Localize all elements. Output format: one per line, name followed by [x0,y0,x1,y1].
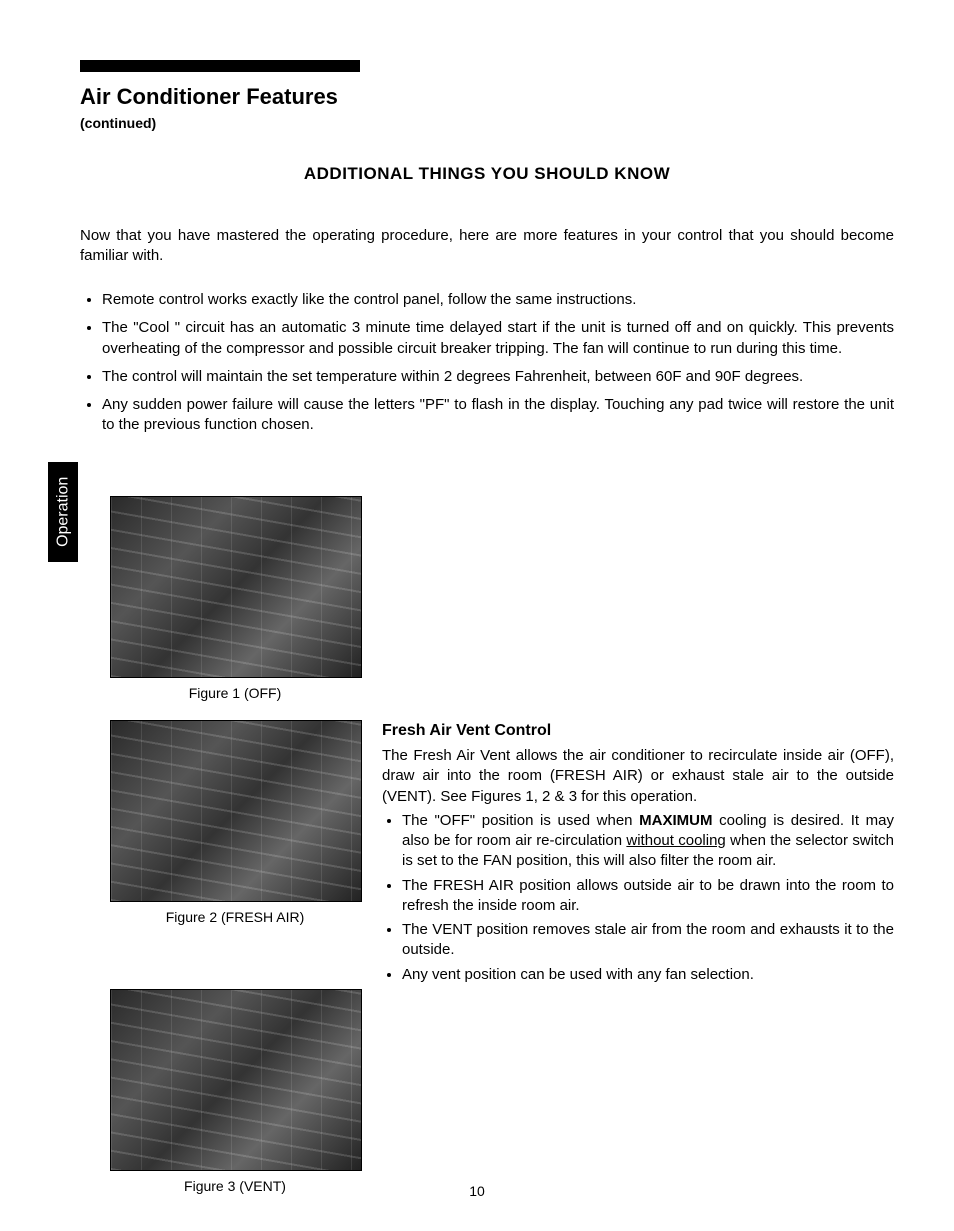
figure-1-block: Figure 1 (OFF) [110,496,894,721]
figure-2-image [110,720,362,902]
operation-tab: Operation [48,462,78,562]
list-item: The "Cool " circuit has an automatic 3 m… [102,318,894,359]
tab-label: Operation [52,477,74,547]
continued-label: (continued) [80,114,894,133]
header-bar [80,60,360,72]
list-item: Any sudden power failure will cause the … [102,395,894,436]
figure-1-image [110,496,362,678]
intro-paragraph: Now that you have mastered the operating… [80,226,894,267]
list-item: Any vent position can be used with any f… [402,965,894,985]
text-fragment: The "OFF" position is used when [402,812,639,829]
underlined-text: without cooling [626,832,725,849]
list-item: The control will maintain the set temper… [102,367,894,387]
fresh-air-bullets: The "OFF" position is used when MAXIMUM … [382,811,894,985]
figure-2-block: Figure 2 (FRESH AIR) [110,720,362,988]
top-bullet-list: Remote control works exactly like the co… [80,290,894,436]
figures-area: Figure 1 (OFF) Figure 2 (FRESH AIR) Fres… [80,496,894,1214]
maximum-strong: MAXIMUM [639,812,712,829]
figure-3-block: Figure 3 (VENT) [110,989,894,1214]
figure-1-caption: Figure 1 (OFF) [110,684,360,703]
figure-2-caption: Figure 2 (FRESH AIR) [110,908,360,927]
list-item: Remote control works exactly like the co… [102,290,894,310]
manual-page: Air Conditioner Features (continued) ADD… [0,0,954,1231]
fresh-air-section: Fresh Air Vent Control The Fresh Air Ven… [382,720,894,988]
fresh-air-heading: Fresh Air Vent Control [382,720,894,742]
figure-2-row: Figure 2 (FRESH AIR) Fresh Air Vent Cont… [80,720,894,988]
page-number: 10 [0,1182,954,1201]
list-item: The "OFF" position is used when MAXIMUM … [402,811,894,872]
list-item: The VENT position removes stale air from… [402,920,894,961]
fresh-air-paragraph: The Fresh Air Vent allows the air condit… [382,746,894,807]
section-heading: ADDITIONAL THINGS YOU SHOULD KNOW [80,163,894,186]
page-title: Air Conditioner Features [80,82,894,112]
list-item: The FRESH AIR position allows outside ai… [402,876,894,917]
figure-3-image [110,989,362,1171]
